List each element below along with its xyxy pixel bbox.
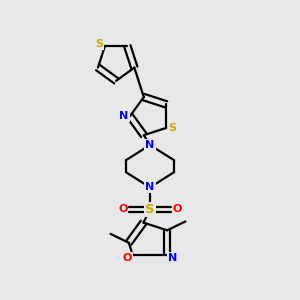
Text: O: O [172, 205, 182, 214]
Text: N: N [168, 253, 177, 263]
Text: S: S [96, 39, 104, 49]
Text: N: N [119, 111, 129, 121]
Text: O: O [123, 253, 132, 263]
Text: O: O [118, 205, 128, 214]
Text: N: N [146, 182, 154, 192]
Text: S: S [169, 123, 177, 133]
Text: S: S [145, 203, 155, 216]
Text: N: N [146, 140, 154, 150]
